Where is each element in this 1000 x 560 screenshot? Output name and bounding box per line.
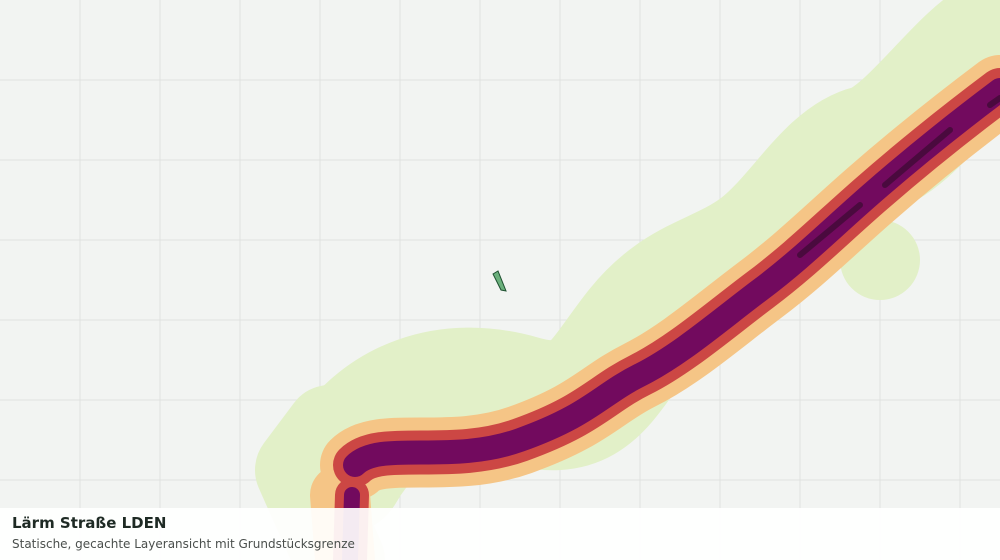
layer-title: Lärm Straße LDEN [12, 514, 167, 532]
parcel-boundary [492, 270, 507, 292]
layer-subtitle: Statische, gecachte Layeransicht mit Gru… [12, 537, 355, 551]
noise-bands [255, 0, 1000, 560]
legend-footer: Lärm Straße LDEN Statische, gecachte Lay… [0, 508, 1000, 560]
